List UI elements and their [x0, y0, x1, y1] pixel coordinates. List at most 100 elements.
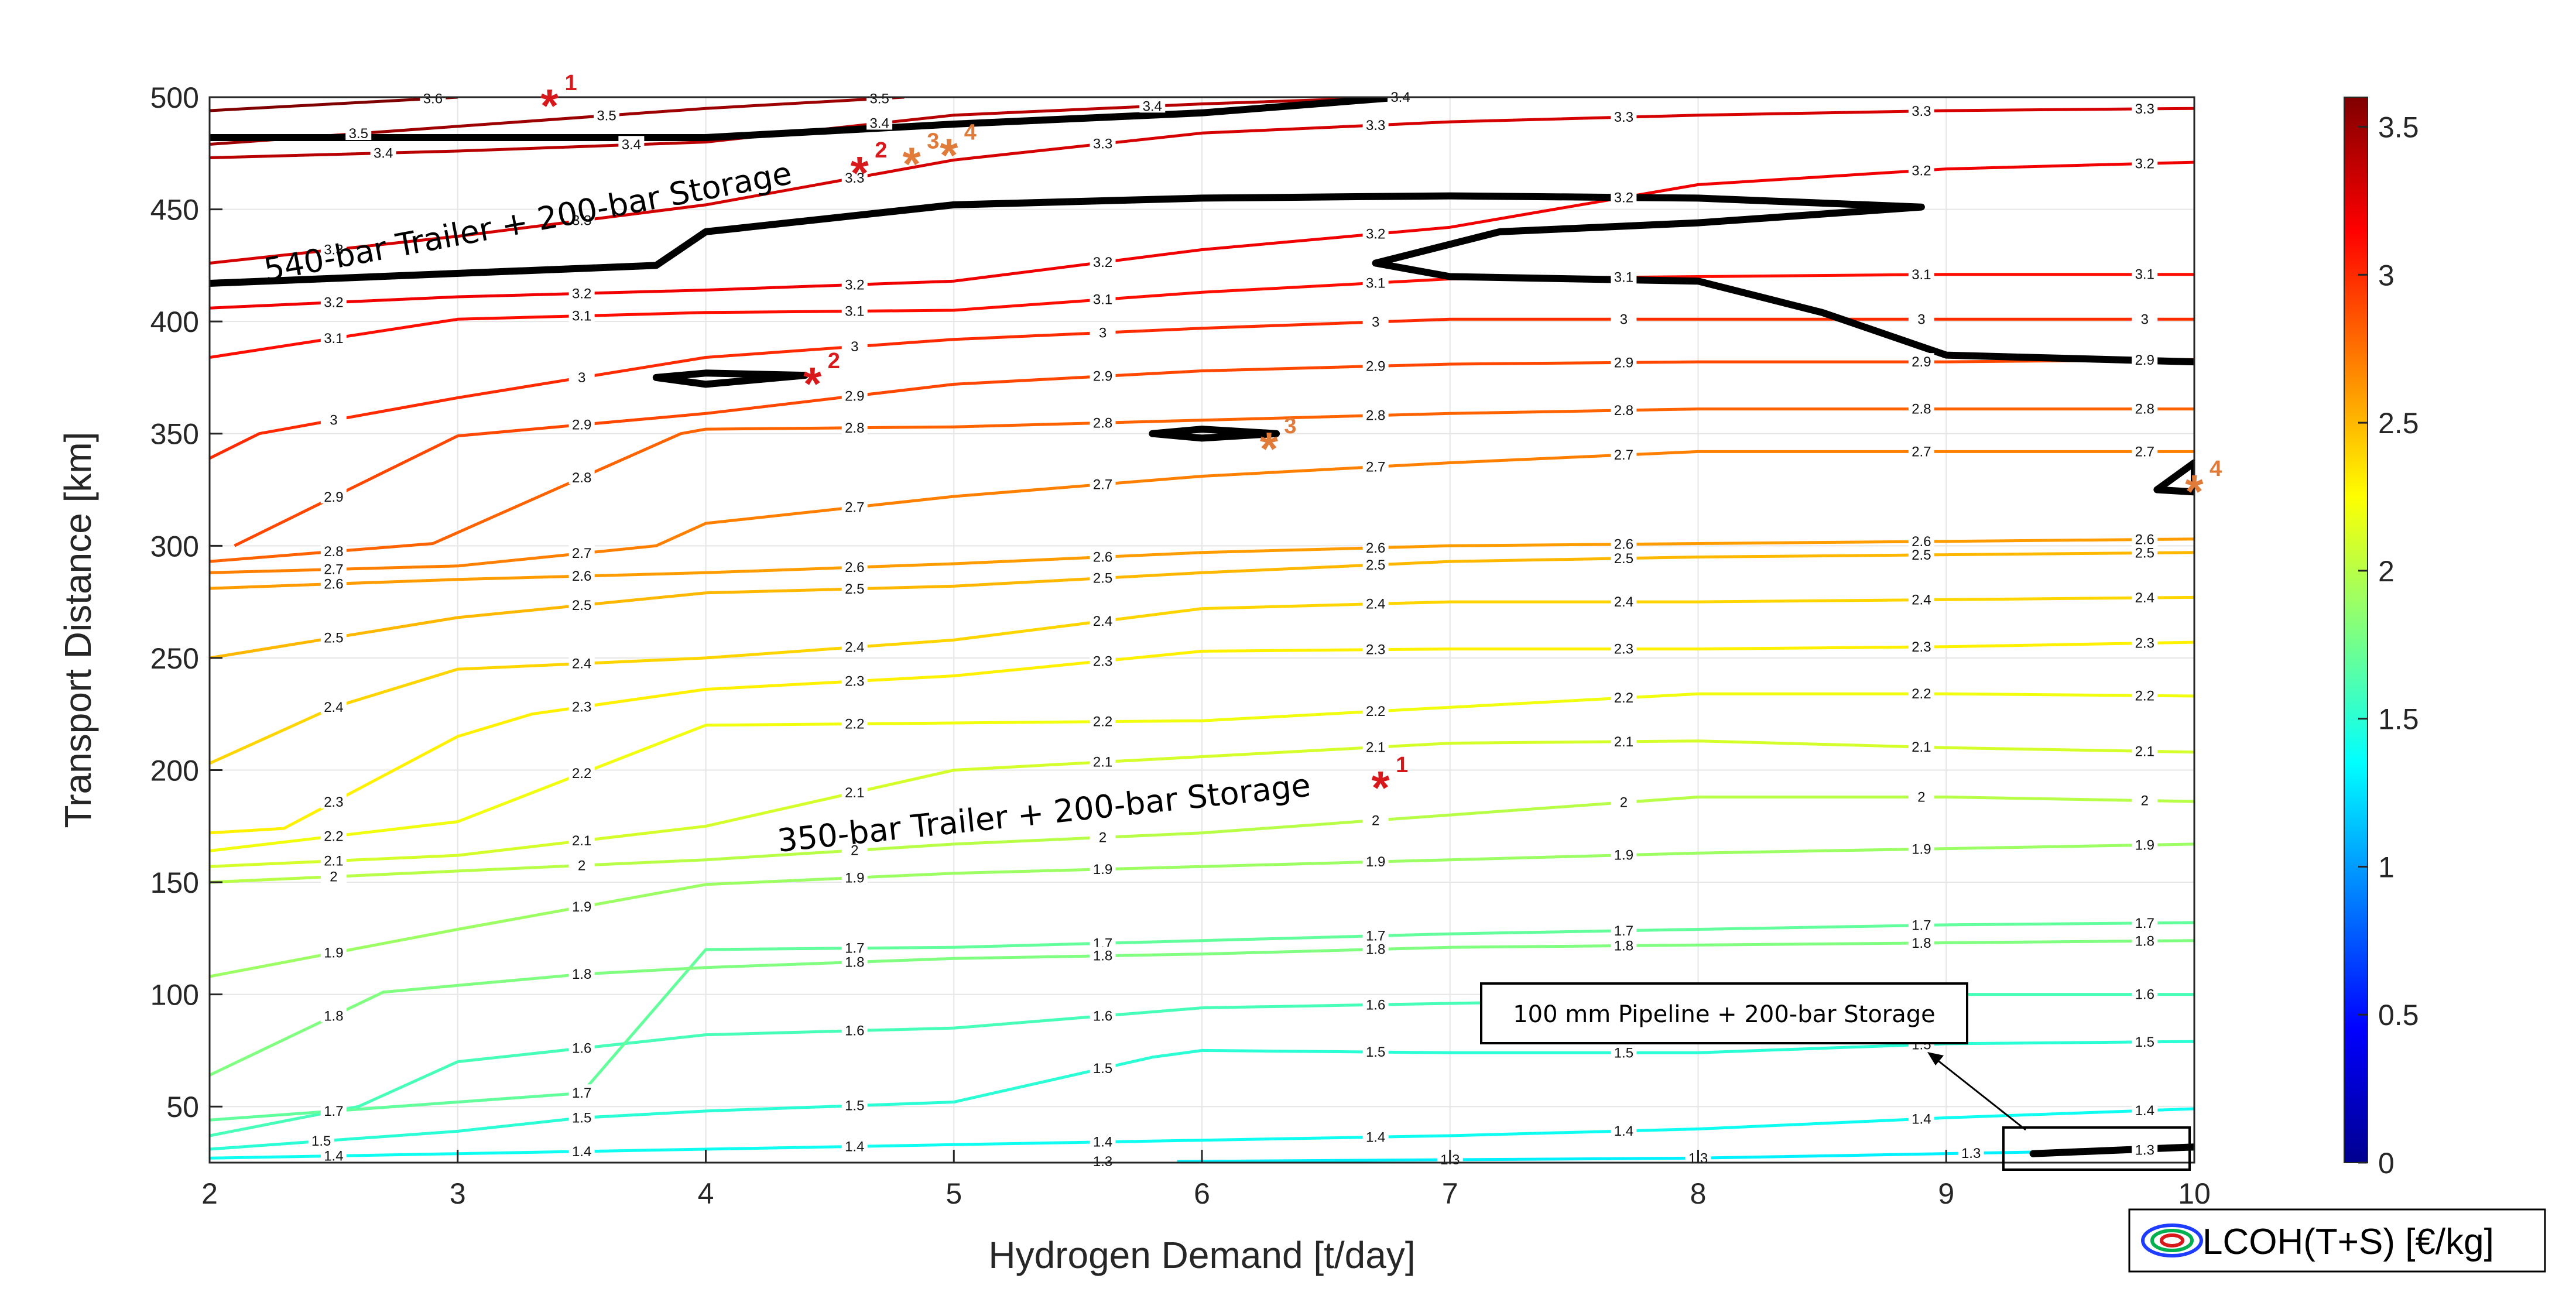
contour-label-bg: [841, 419, 868, 434]
colorbar-tick-label: 2.5: [2378, 407, 2419, 440]
contour-label: 1.9: [1614, 848, 1633, 863]
contour-line: [210, 739, 2194, 868]
marker-asterisk: *: [1372, 762, 1390, 814]
contour-label-bg: [1362, 853, 1389, 869]
contour-label-bg: [841, 338, 868, 354]
contour-line: [210, 796, 2194, 884]
contour-label: 2.7: [2135, 444, 2154, 460]
x-tick-label: 5: [946, 1177, 962, 1210]
contour-label-bg: [1362, 702, 1389, 718]
contour-label: 2.9: [1614, 355, 1633, 371]
contour-label-bg: [1908, 638, 1934, 654]
contour-label-bg: [2132, 310, 2158, 326]
marker-number: 2: [828, 349, 840, 373]
contour-label-bg: [1611, 689, 1637, 705]
contour-label: 3: [330, 413, 337, 429]
contour-label-bg: [1611, 593, 1637, 609]
contour-line: [210, 640, 2194, 835]
contour-lines: [210, 97, 2194, 1163]
x-tick-label: 8: [1690, 1177, 1707, 1210]
contour-label: 2.8: [2135, 402, 2154, 417]
contour-label: 2.6: [1912, 534, 1931, 550]
contour-label: 2.6: [1366, 540, 1385, 556]
contour-label-bg: [568, 898, 595, 914]
x-axis-label: Hydrogen Demand [t/day]: [988, 1234, 1415, 1276]
contour-label-bg: [841, 715, 868, 731]
contour-label-bg: [841, 783, 868, 799]
contour-label-bg: [568, 1142, 595, 1158]
contour-label-bg: [618, 136, 645, 152]
y-axis-label: Transport Distance [km]: [57, 432, 99, 828]
y-tick-label: 400: [150, 306, 199, 338]
contour-label: 1.6: [845, 1023, 864, 1039]
contour-label: 2.6: [845, 560, 864, 575]
contour-label-bg: [1362, 313, 1389, 328]
contour-label: 2.3: [1912, 639, 1931, 655]
contour-line: [210, 842, 2194, 978]
contour-label-bg: [1090, 1007, 1116, 1023]
contour-label-bg: [1362, 225, 1389, 241]
contour-label: 3.1: [1366, 275, 1385, 291]
contour-label-bg: [841, 939, 868, 955]
contour-label: 3.3: [845, 170, 864, 186]
x-axis-ticks: 2 3 4 5 6 7 8 9 10: [201, 1150, 2211, 1210]
contour-label: 1.9: [2135, 837, 2154, 853]
contour-label-bg: [841, 387, 868, 403]
contour-label-bg: [2132, 1141, 2158, 1157]
contour-label: 1.7: [324, 1103, 343, 1119]
contour-line: [210, 537, 2194, 590]
contour-label: 1.5: [311, 1133, 331, 1149]
contour-label: 2.3: [324, 794, 343, 810]
contour-label: 2.8: [324, 544, 343, 560]
marker-number: 1: [565, 71, 577, 95]
contour-label-bg: [320, 488, 347, 503]
y-tick-label: 50: [166, 1091, 199, 1123]
contour-label: 2.8: [1912, 402, 1931, 417]
contour-label-bg: [1908, 266, 1934, 282]
contour-label: 2.4: [2135, 590, 2154, 606]
colorbar-tick-label: 1.5: [2378, 703, 2419, 736]
contour-label-bg: [1611, 108, 1637, 124]
contour-label: 1.3: [1961, 1146, 1981, 1161]
contour-label-bg: [568, 307, 595, 323]
contour-label-bg: [568, 1109, 595, 1125]
contour-label: 2.9: [1912, 354, 1931, 370]
marker-asterisk: *: [540, 80, 559, 132]
contour-label: 2.4: [845, 640, 864, 656]
contour-label-bg: [320, 543, 347, 558]
contour-label-bg: [568, 368, 595, 384]
y-tick-label: 450: [150, 194, 199, 227]
contour-label-bg: [1139, 97, 1166, 113]
colorbar-tick-label: 3: [2378, 259, 2395, 292]
contour-label: 3.1: [845, 304, 864, 320]
contour-label-bg: [1362, 811, 1389, 827]
contour-line: [210, 692, 2194, 852]
contour-label: 1.8: [1093, 948, 1112, 964]
contour-label: 2.2: [845, 717, 864, 732]
contour-label-bg: [1908, 400, 1934, 416]
contour-label: 3.5: [349, 126, 368, 142]
contour-label: 3: [851, 339, 858, 355]
contour-label: 3: [1372, 314, 1379, 330]
contour-label-bg: [568, 832, 595, 848]
contour-label: 1.8: [572, 967, 591, 982]
contour-label-bg: [568, 856, 595, 872]
contour-label: 1.4: [1912, 1111, 1931, 1127]
contour-label-bg: [320, 793, 347, 809]
contour-label: 2.7: [1093, 477, 1112, 492]
contour-label-bg: [1362, 1043, 1389, 1059]
contour-label: 3.5: [597, 108, 616, 124]
contour-label-bg: [320, 1007, 347, 1023]
contour-label: 3.2: [1366, 227, 1385, 242]
contour-line: [210, 450, 2194, 574]
marker-asterisk: *: [940, 129, 958, 181]
contour-label-bg: [1362, 406, 1389, 422]
contour-label: 1.4: [845, 1139, 864, 1154]
contour-label-bg: [1908, 934, 1934, 950]
contour-label: 3.4: [869, 115, 889, 131]
legend-label: LCOH(T+S) [€/kg]: [2202, 1222, 2494, 1262]
contour-label-bg: [568, 698, 595, 714]
contour-label-bg: [2132, 791, 2158, 807]
y-tick-label: 350: [150, 418, 199, 451]
contour-label: 1.7: [1912, 918, 1931, 934]
